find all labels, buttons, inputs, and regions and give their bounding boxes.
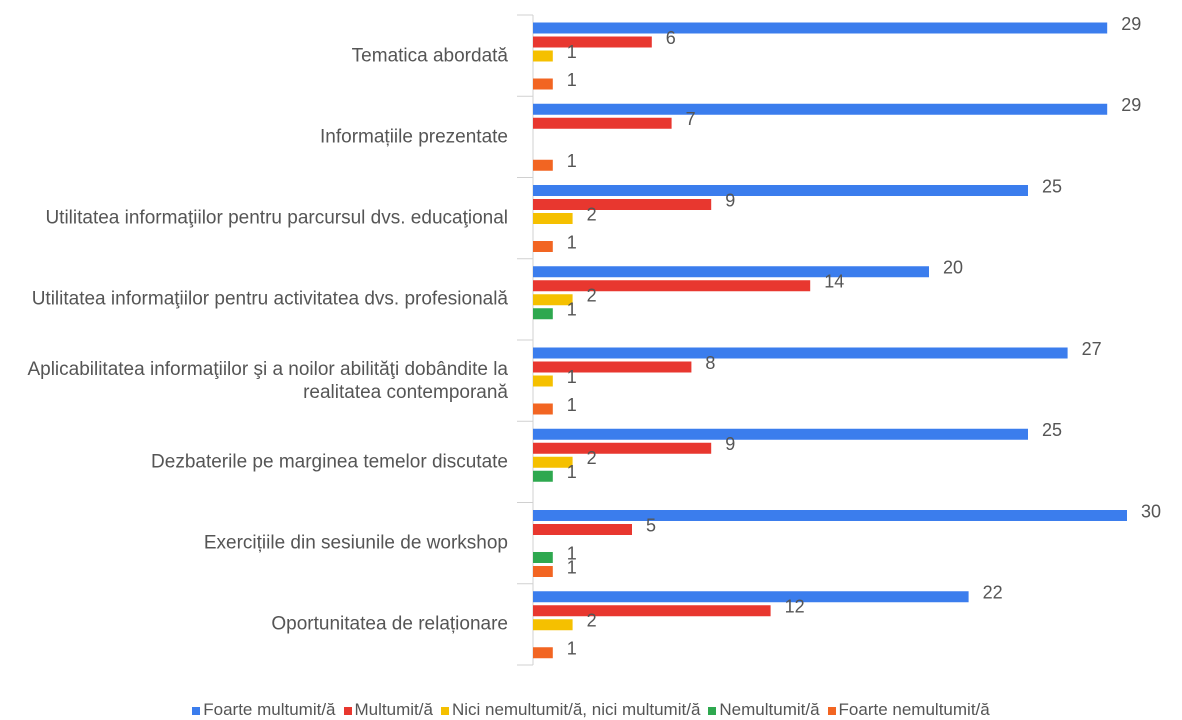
bar xyxy=(533,308,553,320)
value-label: 20 xyxy=(943,258,963,278)
category-label: Aplicabilitatea informaţiilor şi a noilo… xyxy=(27,358,508,403)
legend-swatch xyxy=(708,707,717,715)
bar xyxy=(533,280,811,292)
legend-item: Foarte nemultumit/ă xyxy=(827,700,990,720)
plot: 2929252027253022679148951212212211111111… xyxy=(517,14,1161,666)
legend-item: Nemultumit/ă xyxy=(708,700,820,720)
value-label: 12 xyxy=(785,597,805,617)
bar xyxy=(533,78,553,90)
category-label: Utilitatea informaţiilor pentru activita… xyxy=(31,288,508,310)
value-label: 5 xyxy=(646,515,656,535)
bar xyxy=(533,185,1028,196)
value-label: 1 xyxy=(567,232,577,252)
category-label: Dezbaterile pe marginea temelor discutat… xyxy=(151,451,508,473)
bar xyxy=(533,428,1028,440)
legend-swatch xyxy=(827,707,836,715)
bar xyxy=(533,470,553,482)
bar xyxy=(533,266,929,278)
bar xyxy=(533,403,553,415)
legend-label: Foarte nemultumit/ă xyxy=(838,700,990,719)
value-label: 1 xyxy=(567,543,577,563)
value-label: 7 xyxy=(686,109,696,129)
value-label: 2 xyxy=(587,448,597,468)
category-label: Utilitatea informaţiilor pentru parcursu… xyxy=(45,207,508,229)
bar xyxy=(533,241,553,252)
bar xyxy=(533,619,573,631)
bar xyxy=(533,36,652,48)
value-label: 25 xyxy=(1042,420,1062,440)
bar xyxy=(533,50,553,62)
value-label: 22 xyxy=(983,583,1003,603)
legend-label: Foarte multumit/ă xyxy=(203,700,336,719)
value-label: 25 xyxy=(1042,176,1062,196)
value-label: 14 xyxy=(824,272,844,292)
bar xyxy=(533,213,573,224)
bar xyxy=(533,159,553,171)
bar xyxy=(533,361,692,373)
value-label: 1 xyxy=(567,639,577,659)
value-label: 9 xyxy=(725,190,735,210)
legend-swatch xyxy=(440,707,449,715)
bar xyxy=(533,456,573,468)
value-label: 1 xyxy=(567,367,577,387)
bar xyxy=(533,605,771,617)
value-label: 29 xyxy=(1121,14,1141,34)
category-label: Exercițiile din sesiunile de workshop xyxy=(203,532,508,554)
bar xyxy=(533,566,553,577)
value-label: 6 xyxy=(666,28,676,48)
bar xyxy=(533,442,712,454)
value-label: 1 xyxy=(567,395,577,415)
bar xyxy=(533,524,632,535)
value-label: 1 xyxy=(567,300,577,320)
value-label: 9 xyxy=(725,434,735,454)
legend-item: Nici nemultumit/ă, nici multumit/ă xyxy=(440,700,701,720)
bar xyxy=(533,103,1108,115)
value-label: 1 xyxy=(567,42,577,62)
legend-item: Foarte multumit/ă xyxy=(192,700,336,720)
bar xyxy=(533,199,712,210)
value-label: 2 xyxy=(587,286,597,306)
legend-swatch xyxy=(192,707,201,715)
value-label: 2 xyxy=(587,204,597,224)
category-label: Tematica abordată xyxy=(351,45,508,67)
value-label: 1 xyxy=(567,557,577,577)
value-label: 2 xyxy=(587,611,597,631)
bar xyxy=(533,647,553,659)
legend-item: Multumit/ă xyxy=(343,700,433,720)
value-label: 30 xyxy=(1141,501,1161,521)
value-label: 27 xyxy=(1082,339,1102,359)
value-label: 1 xyxy=(567,462,577,482)
bar xyxy=(533,591,969,603)
legend-label: Nemultumit/ă xyxy=(719,700,820,719)
bar xyxy=(533,375,553,387)
legend-swatch xyxy=(343,707,352,715)
bar xyxy=(533,552,553,563)
bar xyxy=(533,294,573,306)
value-label: 1 xyxy=(567,70,577,90)
bar xyxy=(533,347,1068,359)
value-label: 1 xyxy=(567,151,577,171)
category-label: Informațiile prezentate xyxy=(320,126,508,148)
bar xyxy=(533,510,1127,521)
value-label: 8 xyxy=(705,353,715,373)
value-label: 29 xyxy=(1121,95,1141,115)
legend-label: Multumit/ă xyxy=(354,700,433,719)
legend-label: Nici nemultumit/ă, nici multumit/ă xyxy=(451,700,701,719)
category-label: Oportunitatea de relaționare xyxy=(271,613,508,635)
legend: Foarte multumit/ă Multumit/ă Nici nemultum… xyxy=(0,700,1182,720)
bar xyxy=(533,117,672,129)
bar xyxy=(533,22,1108,34)
